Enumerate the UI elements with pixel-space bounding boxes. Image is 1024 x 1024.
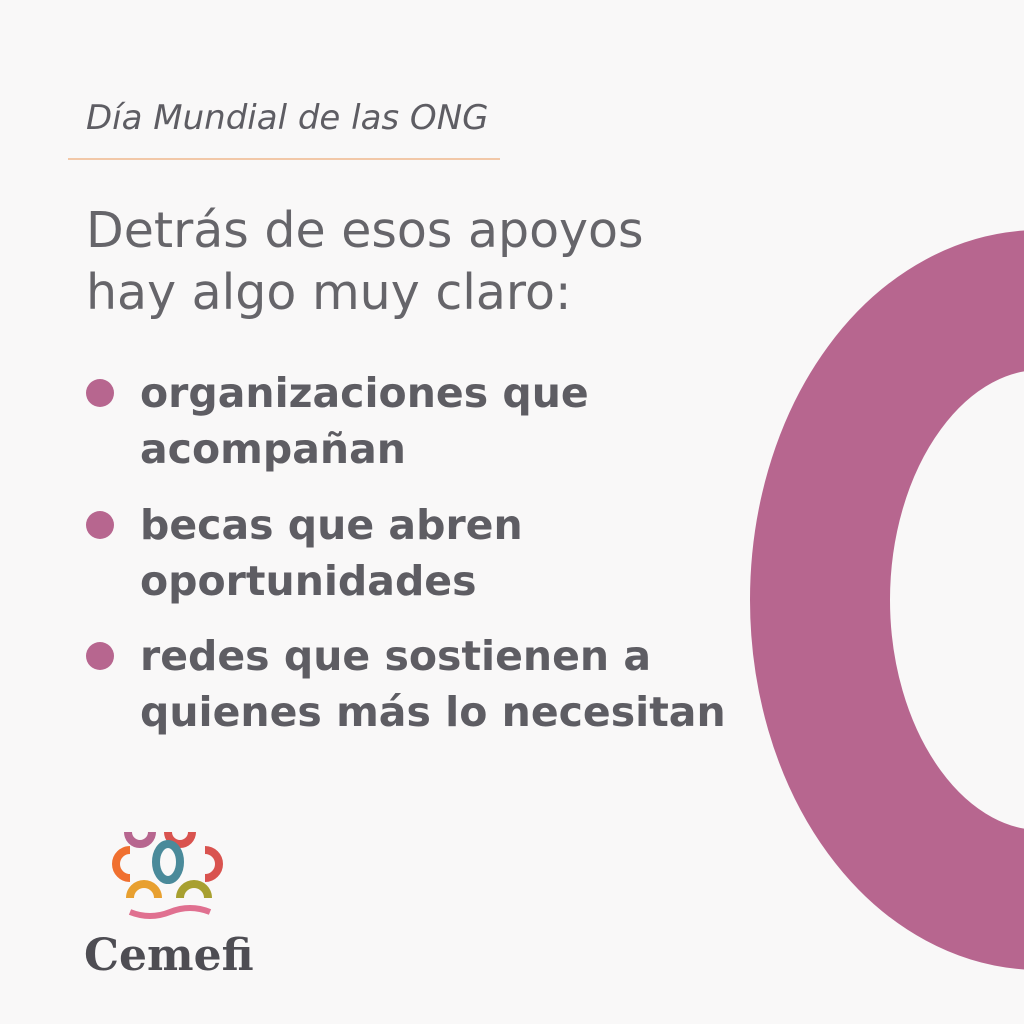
bullet-dot xyxy=(86,642,114,670)
bullet: redes que sostienen a quienes más lo nec… xyxy=(86,628,726,740)
intro-line: hay algo muy claro: xyxy=(86,264,572,321)
bullet: organizaciones que acompañan xyxy=(86,365,589,477)
bullet-line: becas que abren xyxy=(140,501,523,549)
bullet-line: organizaciones que xyxy=(140,369,589,417)
bullet-line: acompañan xyxy=(140,425,406,473)
logo-name: Cemefi xyxy=(84,930,254,981)
bullet-line: oportunidades xyxy=(140,557,477,605)
bullet-line: quienes más lo necesitan xyxy=(140,688,726,736)
logo-mark xyxy=(112,831,223,919)
intro: Detrás de esos apoyos hay algo muy claro… xyxy=(86,200,644,324)
bullet-dot xyxy=(86,511,114,539)
divider xyxy=(68,158,500,160)
bullet-dot xyxy=(86,379,114,407)
bullet: becas que abren oportunidades xyxy=(86,497,523,609)
tag: Día Mundial de las ONG xyxy=(86,98,489,138)
bullet-line: redes que sostienen a xyxy=(140,632,652,680)
intro-line: Detrás de esos apoyos xyxy=(86,202,644,259)
